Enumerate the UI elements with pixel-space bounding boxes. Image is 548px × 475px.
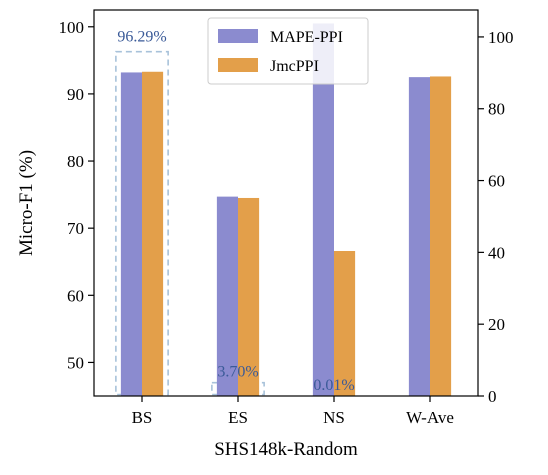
right-tick-label: 100: [488, 28, 514, 47]
plot-frame: [93, 9, 479, 397]
right-tick-label: 40: [488, 243, 505, 262]
left-tick-label: 70: [67, 219, 84, 238]
legend-label-jmcppi: JmcPPI: [270, 58, 319, 75]
bar-jmcppi-es: [238, 197, 260, 396]
legend-swatch-mape-ppi: [218, 29, 258, 43]
left-tick-label: 80: [67, 152, 84, 171]
left-tick-label: 100: [59, 18, 85, 37]
left-axis-ticks: 50 60 70 80 90 100: [59, 18, 94, 372]
x-tick-label-es: ES: [228, 408, 248, 427]
annotation-label-ns: 0.01%: [313, 377, 354, 394]
bar-mape-ppi-es: [216, 196, 238, 396]
bar-jmcppi-bs: [142, 71, 164, 396]
right-tick-label: 20: [488, 315, 505, 334]
bar-mape-ppi-w-ave: [408, 77, 430, 396]
bar-jmcppi-ns: [334, 250, 356, 396]
legend-swatch-jmcppi: [218, 58, 258, 72]
legend: MAPE-PPI JmcPPI: [207, 17, 369, 85]
x-axis-label: SHS148k-Random: [214, 439, 358, 460]
y-axis-label: Micro-F1 (%): [16, 150, 37, 256]
x-axis-ticks: BS ES NS W-Ave: [132, 396, 454, 427]
x-tick-label-w-ave: W-Ave: [406, 408, 454, 427]
right-axis-ticks: 0 20 40 60 80 100: [478, 28, 514, 406]
bars: [120, 23, 452, 396]
bar-jmcppi-w-ave: [430, 76, 452, 396]
left-tick-label: 50: [67, 353, 84, 372]
legend-label-mape-ppi: MAPE-PPI: [270, 29, 343, 46]
x-tick-label-ns: NS: [323, 408, 345, 427]
annotation-label-bs: 96.29%: [117, 29, 166, 46]
annotation-label-es: 3.70%: [217, 364, 258, 381]
left-tick-label: 90: [67, 85, 84, 104]
right-tick-label: 80: [488, 100, 505, 119]
right-tick-label: 60: [488, 172, 505, 191]
bar-mape-ppi-bs: [120, 72, 142, 396]
left-tick-label: 60: [67, 286, 84, 305]
x-tick-label-bs: BS: [132, 408, 153, 427]
right-tick-label: 0: [488, 387, 497, 406]
bar-mape-ppi-ns: [312, 23, 334, 396]
annotation-labels: 96.29% 3.70% 0.01%: [117, 29, 354, 394]
